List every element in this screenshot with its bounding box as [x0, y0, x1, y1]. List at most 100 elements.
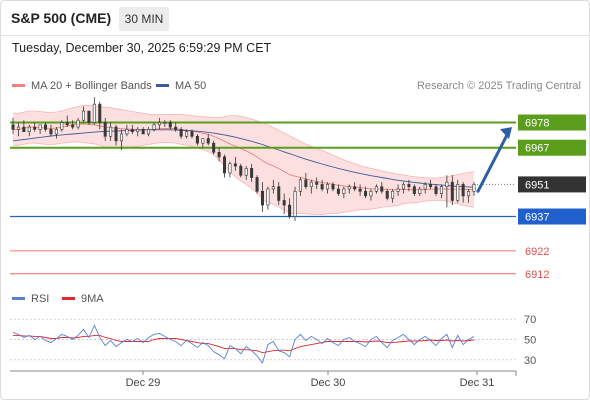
ma50-label: MA 50: [175, 80, 207, 92]
candle-body: [282, 200, 286, 206]
candle-body: [217, 152, 221, 158]
legend-rsi-ma: 9MA: [62, 293, 104, 305]
candle-body: [109, 126, 113, 137]
rsi-pane: 70 50 30: [10, 314, 536, 367]
candle-body: [130, 129, 134, 132]
price-label-box-6951: [518, 176, 586, 193]
candle-body: [16, 126, 20, 130]
price-label-6922: 6922: [525, 246, 549, 258]
price-label-6937: 6937: [525, 212, 549, 224]
candle-body: [152, 124, 156, 130]
candle-body: [445, 181, 449, 188]
legend-ma50: MA 50: [156, 80, 206, 92]
legend-bollinger: MA 20 + Bollinger Bands: [12, 80, 152, 92]
candle-body: [174, 126, 178, 130]
candle-body: [293, 190, 297, 217]
candle-body: [98, 103, 102, 123]
candle-body: [260, 190, 264, 206]
candle-body: [385, 190, 389, 199]
candle-body: [429, 184, 433, 188]
price-labels: 6978 6967 6951 6937 6922 6912: [518, 114, 586, 281]
candle-body: [320, 184, 324, 190]
candle-body: [244, 168, 248, 176]
candle-body: [439, 186, 443, 194]
candle-body: [250, 168, 254, 178]
candle-body: [423, 184, 427, 190]
x-tick-label: Dec 31: [460, 377, 495, 389]
candle-body: [255, 177, 259, 192]
candle-body: [228, 163, 232, 174]
candle-body: [60, 122, 64, 130]
candle-body: [33, 126, 37, 130]
candle-body: [27, 126, 31, 132]
candle-body: [119, 133, 123, 142]
candle-body: [11, 124, 15, 130]
candle-body: [147, 129, 151, 135]
candle-body: [353, 186, 357, 190]
candle-body: [125, 129, 129, 135]
rsi-tick-30: 30: [524, 355, 536, 367]
price-label-box-6978: [518, 114, 586, 131]
chart-header: S&P 500 (CME) 30 MIN: [0, 0, 590, 34]
rsi-label: RSI: [31, 293, 50, 305]
candles: [11, 97, 476, 222]
candle-body: [396, 188, 400, 192]
candle-body: [407, 184, 411, 188]
price-label-box-6937: [518, 208, 586, 225]
candle-body: [65, 122, 69, 126]
candle-body: [374, 186, 378, 192]
candle-body: [277, 186, 281, 201]
candle-body: [71, 124, 75, 128]
candle-body: [461, 184, 465, 197]
candle-body: [467, 190, 471, 197]
price-label-6967: 6967: [525, 143, 549, 155]
candle-body: [44, 124, 48, 130]
candle-body: [347, 186, 351, 190]
candle-body: [331, 184, 335, 190]
candle-body: [82, 110, 86, 121]
candle-body: [38, 124, 42, 130]
timeframe-button[interactable]: 30 MIN: [119, 7, 169, 31]
candle-body: [206, 138, 210, 144]
forecast-arrow-head: [500, 127, 512, 140]
instrument-title: S&P 500 (CME): [11, 10, 112, 26]
header-divider: [0, 35, 590, 36]
candle-body: [136, 129, 140, 132]
candle-body: [418, 188, 422, 194]
bollinger-swatch: [12, 83, 25, 87]
candle-body: [239, 165, 243, 176]
research-credit: Research © 2025 Trading Central: [416, 80, 581, 92]
x-tick-label: Dec 30: [311, 377, 346, 389]
candle-body: [163, 122, 167, 124]
bollinger-lower: [13, 141, 475, 216]
candle-body: [114, 126, 118, 142]
candle-body: [315, 181, 319, 185]
candle-body: [304, 179, 308, 188]
candle-body: [233, 163, 237, 167]
candle-body: [54, 129, 58, 135]
candle-body: [336, 188, 340, 194]
candle-body: [103, 122, 107, 137]
ma50-swatch: [156, 83, 169, 87]
candle-body: [212, 142, 216, 153]
candle-body: [369, 190, 373, 197]
candle-body: [141, 129, 145, 135]
bollinger-label: MA 20 + Bollinger Bands: [31, 80, 152, 92]
candle-body: [412, 186, 416, 194]
legend-rsi: RSI: [12, 293, 49, 305]
price-label-6951: 6951: [525, 179, 549, 191]
price-label-6978: 6978: [525, 118, 549, 130]
candle-body: [87, 110, 91, 123]
candle-body: [456, 184, 460, 201]
candle-body: [49, 129, 53, 135]
rsi-tick-50: 50: [524, 335, 536, 347]
candle-body: [195, 135, 199, 144]
candle-body: [185, 131, 189, 137]
candle-body: [92, 103, 96, 123]
forecast-arrow-shaft: [476, 131, 510, 193]
candle-body: [223, 156, 227, 174]
ma50-line: [12, 129, 475, 188]
price-label-box-6967: [518, 139, 586, 156]
price-label-6912: 6912: [525, 269, 549, 281]
